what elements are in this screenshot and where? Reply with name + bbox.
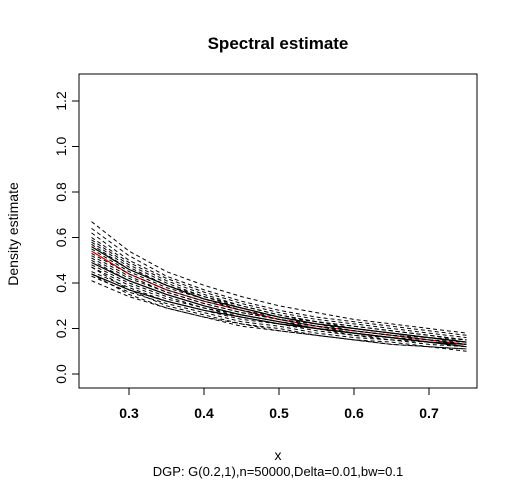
chart-title: Spectral estimate [208, 34, 349, 53]
x-tick-label: 0.5 [269, 405, 289, 421]
y-axis-label: Density estimate [5, 182, 21, 286]
density-curve-20 [91, 275, 467, 348]
y-axis: 0.0 0.2 0.4 0.6 0.8 1.0 1.2 [53, 91, 80, 384]
y-tick-label: 0.8 [53, 182, 69, 202]
density-curve-1 [91, 246, 467, 343]
density-curve-10 [91, 241, 467, 341]
y-tick-label: 0.0 [53, 364, 69, 384]
x-tick-label: 0.3 [119, 405, 139, 421]
density-curve-11 [91, 243, 467, 343]
chart-subtitle: DGP: G(0.2,1),n=50000,Delta=0.01,bw=0.1 [153, 464, 403, 479]
y-tick-label: 0.4 [53, 273, 69, 293]
density-curve-9 [91, 239, 467, 341]
y-tick-label: 0.6 [53, 228, 69, 248]
x-tick-label: 0.4 [194, 405, 214, 421]
density-curve-2 [91, 261, 467, 348]
x-axis-label: x [275, 447, 282, 463]
density-curve-8 [91, 237, 467, 341]
density-curve-23 [91, 273, 467, 350]
y-tick-label: 1.2 [53, 91, 69, 111]
x-tick-label: 0.6 [344, 405, 364, 421]
x-tick-label: 0.7 [419, 405, 439, 421]
density-curve-6 [91, 227, 467, 336]
density-curve-12 [91, 248, 467, 343]
x-axis: 0.3 0.4 0.5 0.6 0.7 [119, 387, 439, 421]
density-curve-7 [91, 232, 467, 339]
density-curve-21 [91, 280, 467, 350]
density-curve-18 [91, 266, 467, 348]
density-curve-16 [91, 259, 467, 345]
y-tick-label: 1.0 [53, 137, 69, 157]
density-curve-15 [91, 257, 467, 345]
density-curve-14 [91, 255, 467, 343]
series-layer [91, 221, 467, 352]
y-tick-label: 0.2 [53, 319, 69, 339]
